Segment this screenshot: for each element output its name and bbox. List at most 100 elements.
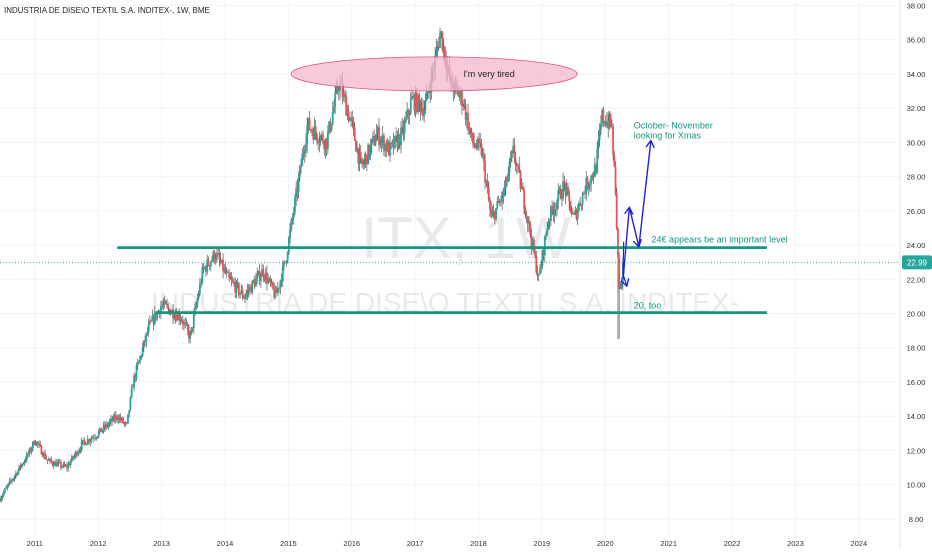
candle-up [255, 278, 257, 287]
candle-down [519, 170, 522, 189]
candle-up [58, 462, 61, 463]
candle-up [592, 176, 595, 178]
candle-up [593, 164, 596, 177]
candle-down [467, 113, 469, 131]
candle-down [68, 464, 71, 466]
candle-up [425, 91, 428, 101]
candle-down [314, 126, 317, 134]
candle-down [526, 216, 529, 225]
candle-down [173, 318, 176, 319]
candle-down [398, 134, 401, 145]
candle-up [261, 269, 263, 277]
candle-down [231, 280, 234, 282]
candle-up [356, 147, 359, 152]
candle-up [69, 461, 72, 466]
candle-up [364, 154, 367, 160]
candle-down [368, 144, 371, 156]
candle-down [502, 192, 505, 196]
candle-up [370, 139, 373, 145]
candle-up [23, 461, 26, 464]
candle-down [218, 253, 221, 260]
candle-up [504, 177, 507, 189]
candle-down [473, 143, 476, 146]
candle-down [323, 142, 326, 150]
candle-down [373, 136, 376, 146]
candle-up [562, 181, 565, 198]
time-tick-label: 2021 [660, 539, 677, 548]
candle-up [257, 270, 260, 275]
candle-up [381, 135, 384, 140]
candle-up [244, 296, 246, 299]
candle-up [578, 202, 580, 210]
candle-up [147, 323, 150, 333]
support-levels [117, 246, 767, 315]
candle-up [428, 91, 430, 94]
candle-up [306, 125, 309, 144]
candle-up [491, 212, 494, 217]
candle-up [214, 258, 217, 261]
candle-up [492, 211, 495, 213]
annotation-level-24: 24€ appears be an important level [652, 234, 788, 244]
candle-up [546, 228, 549, 234]
candle-down [612, 126, 614, 155]
candle-down [175, 314, 178, 321]
annotation-xmas-line: looking for Xmas [634, 131, 702, 141]
candle-down [551, 206, 554, 211]
projection-arrow [622, 140, 652, 280]
candle-up [539, 269, 541, 275]
candle-down [437, 46, 440, 48]
candle-down [202, 267, 205, 269]
candle-up [163, 301, 166, 305]
candle-down [247, 290, 250, 292]
candle-up [235, 282, 238, 294]
small-arrow [622, 241, 628, 287]
candle-down [280, 280, 283, 282]
candle-up [156, 311, 159, 319]
candle-up [333, 106, 335, 113]
candle-up [64, 465, 67, 467]
candle-up [223, 268, 226, 272]
candle-up [442, 46, 445, 51]
candle-up [411, 96, 413, 101]
candle-down [166, 303, 168, 306]
price-axis: 8.00 10.00 12.00 14.00 16.00 18.00 20.00 22.00 2… [907, 1, 926, 523]
candle-down [353, 126, 356, 141]
time-tick-label: 2016 [343, 539, 360, 548]
candle-down [475, 147, 478, 149]
candle-down [236, 282, 239, 284]
candle-down [378, 127, 380, 145]
arrow-head [624, 206, 634, 215]
price-tick-label: 36.00 [907, 36, 926, 45]
candle-down [344, 93, 346, 97]
candle-up [90, 438, 93, 441]
arrow-head [632, 238, 642, 249]
candle-up [21, 464, 23, 468]
candle-up [192, 314, 195, 329]
candle-up [7, 483, 10, 486]
annotation-tired: I'm very tired [464, 69, 515, 79]
candle-up [12, 478, 15, 481]
candle-up [496, 201, 499, 209]
candle-up [553, 209, 556, 215]
candle-up [245, 293, 248, 297]
candle-down [88, 439, 90, 443]
candle-down [316, 133, 318, 141]
candle-up [335, 86, 338, 93]
candle-down [604, 122, 607, 126]
candle-up [599, 123, 602, 131]
candle-up [508, 161, 511, 174]
candle-up [62, 463, 65, 467]
time-tick-label: 2011 [27, 539, 43, 548]
candle-down [266, 272, 268, 284]
candle-down [275, 289, 278, 294]
candle-down [573, 213, 575, 215]
candle-down [237, 283, 240, 295]
price-tick-label: 32.00 [907, 104, 926, 113]
candle-up [401, 126, 404, 128]
candle-down [559, 188, 562, 199]
candle-up [73, 455, 76, 458]
candle-down [524, 208, 527, 216]
candle-down [387, 141, 390, 156]
